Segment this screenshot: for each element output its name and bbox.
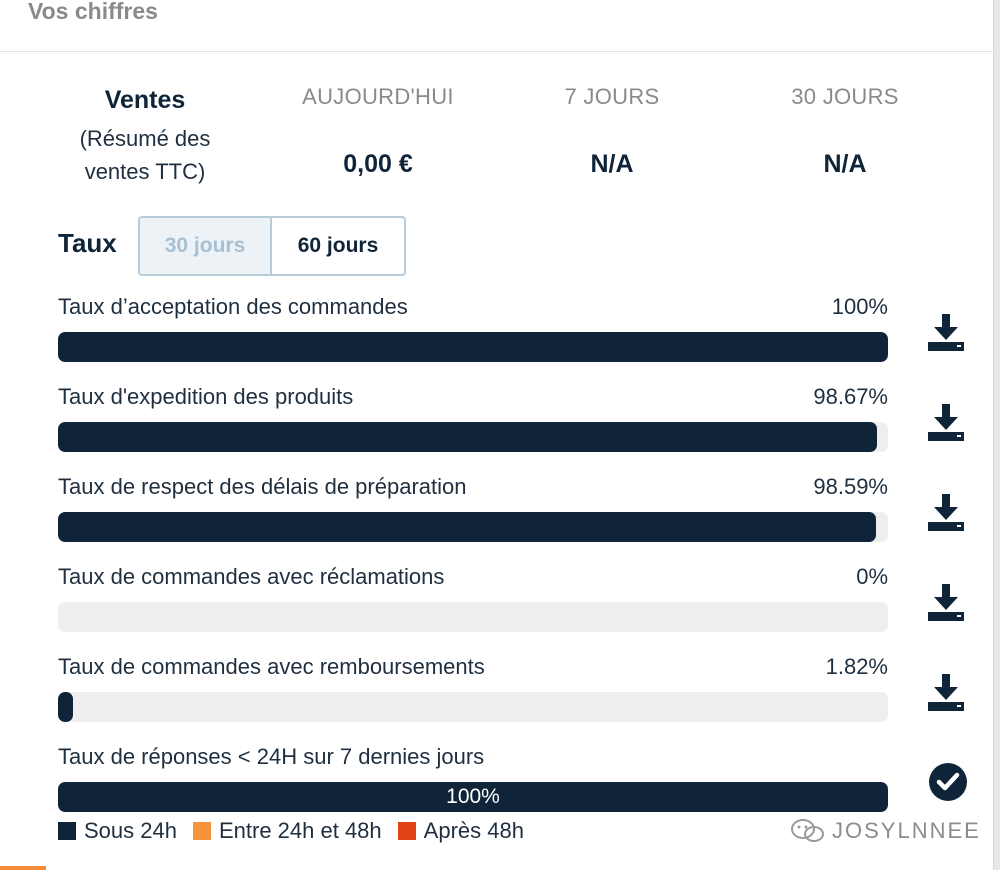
metric-label: Taux de commandes avec réclamations — [58, 564, 445, 589]
metric-label: Taux d’acceptation des commandes — [58, 294, 408, 319]
progress-fill — [58, 782, 888, 812]
metric-value: 100% — [831, 294, 888, 319]
progress-track — [58, 332, 888, 362]
metric-claims: Taux de commandes avec réclamations 0% — [58, 564, 888, 632]
legend-item: Sous 24h — [58, 818, 177, 844]
metric-value: 98.59% — [813, 474, 888, 499]
period-label: AUJOURD'HUI — [302, 84, 454, 109]
watermark-text: JOSYLNNEE — [832, 818, 981, 843]
chart-legend: Sous 24h Entre 24h et 48h Après 48h — [58, 818, 540, 844]
metric-value: 1.82% — [825, 654, 888, 679]
download-icon[interactable] — [926, 582, 966, 622]
sales-subtitle-line2: ventes TTC) — [84, 159, 206, 184]
period-today: AUJOURD'HUI 0,00 € — [278, 84, 478, 179]
download-icon[interactable] — [926, 492, 966, 532]
legend-item: Entre 24h et 48h — [192, 818, 382, 844]
progress-text: 100% — [446, 785, 500, 808]
download-icon[interactable] — [926, 312, 966, 352]
legend-swatch — [192, 822, 211, 840]
panel-header: Vos chiffres — [0, 0, 993, 52]
wechat-icon — [791, 819, 824, 842]
watermark: JOSYLNNEE — [790, 818, 981, 844]
progress-track — [58, 422, 888, 452]
metric-label: Taux d'expedition des produits — [58, 384, 354, 409]
period-30-days: 30 JOURS N/A — [745, 84, 945, 179]
period-toggle: 30 jours 60 jours — [138, 216, 406, 276]
tab-30-days[interactable]: 30 jours — [140, 218, 272, 274]
progress-track — [58, 692, 888, 722]
sales-title: Ventes — [104, 86, 186, 114]
sales-subtitle: (Résumé des ventes TTC) — [55, 122, 235, 188]
period-value: 0,00 € — [343, 150, 413, 178]
legend-swatch — [397, 822, 416, 840]
metric-response-time: Taux de réponses < 24H sur 7 dernies jou… — [58, 744, 888, 812]
panel-title: Vos chiffres — [28, 0, 158, 24]
progress-fill — [58, 422, 877, 452]
progress-fill — [58, 512, 877, 542]
period-label: 7 JOURS — [564, 84, 660, 109]
legend-label: Entre 24h et 48h — [218, 818, 382, 843]
metric-refunds: Taux de commandes avec remboursements 1.… — [58, 654, 888, 722]
progress-track — [58, 602, 888, 632]
legend-label: Après 48h — [423, 818, 524, 843]
rates-title: Taux — [58, 228, 117, 258]
period-value: N/A — [823, 150, 867, 178]
metric-value: 98.67% — [813, 384, 888, 409]
download-icon[interactable] — [926, 402, 966, 442]
accent-tab — [0, 866, 46, 870]
check-circle-icon — [929, 763, 967, 801]
metric-value: 0% — [856, 564, 888, 589]
metric-acceptance: Taux d’acceptation des commandes 100% — [58, 294, 888, 362]
progress-track: 100% — [58, 782, 888, 812]
legend-item: Après 48h — [397, 818, 524, 844]
progress-track — [58, 512, 888, 542]
tab-60-days[interactable]: 60 jours — [272, 218, 404, 274]
legend-label: Sous 24h — [84, 818, 177, 843]
period-value: N/A — [590, 150, 634, 178]
period-7-days: 7 JOURS N/A — [512, 84, 712, 179]
scrollbar-edge — [993, 0, 1000, 870]
metric-preparation: Taux de respect des délais de préparatio… — [58, 474, 888, 542]
metric-shipping: Taux d'expedition des produits 98.67% — [58, 384, 888, 452]
progress-fill — [58, 332, 888, 362]
progress-fill — [58, 692, 74, 722]
metric-label: Taux de commandes avec remboursements — [58, 654, 485, 679]
metric-label: Taux de respect des délais de préparatio… — [58, 474, 467, 499]
download-icon[interactable] — [926, 672, 966, 712]
metric-label: Taux de réponses < 24H sur 7 dernies jou… — [58, 744, 485, 769]
legend-swatch — [58, 822, 76, 840]
sales-subtitle-line1: (Résumé des — [79, 126, 211, 151]
period-label: 30 JOURS — [791, 84, 899, 109]
